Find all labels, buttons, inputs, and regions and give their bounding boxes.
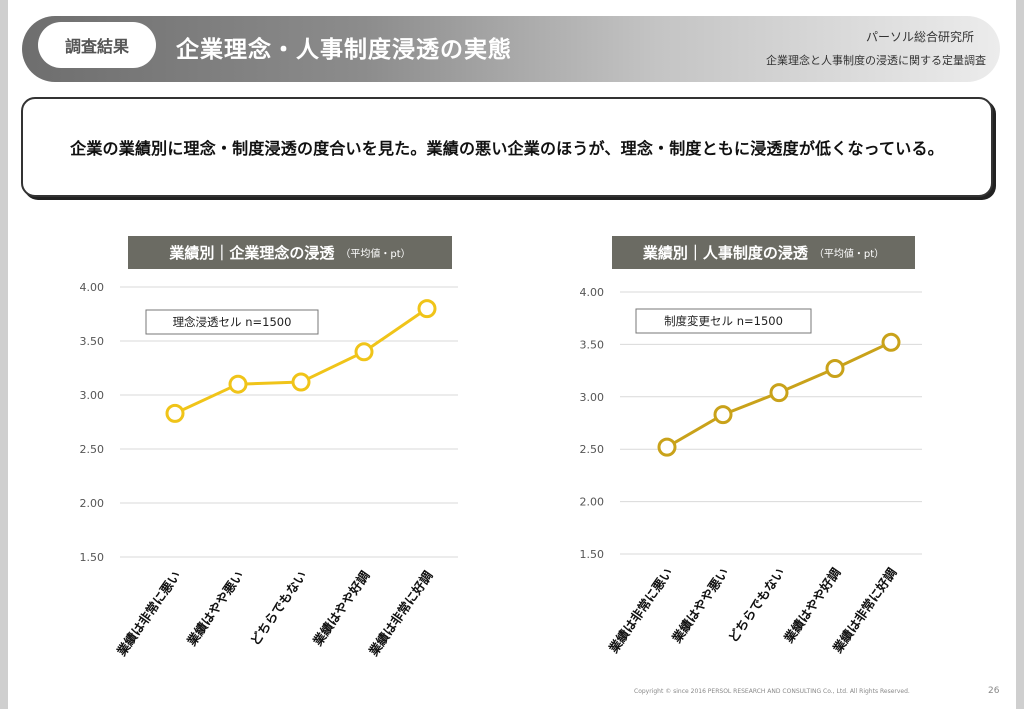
copyright: Copyright © since 2016 PERSOL RESEARCH A… <box>634 688 910 695</box>
organization-name: パーソル総合研究所 <box>865 30 974 44</box>
chart-unit: （平均値・pt） <box>340 249 411 260</box>
y-tick-label: 3.00 <box>580 391 605 404</box>
y-tick-label: 4.00 <box>580 286 605 299</box>
legend-label: 制度変更セル n=1500 <box>664 314 783 328</box>
section-tag: 調査結果 <box>38 22 156 68</box>
x-tick-label: 業績は非常に悪い <box>113 568 183 659</box>
legend-box <box>635 308 812 334</box>
slide-title: 企業理念・人事制度浸透の実態 <box>176 37 512 63</box>
data-point <box>354 342 374 362</box>
x-tick-label: どちらでもない <box>725 565 787 645</box>
chart-title: 業績別｜人事制度の浸透 <box>642 244 808 262</box>
study-name: 企業理念と人事制度の浸透に関する定量調査 <box>766 54 986 67</box>
chart-header-philosophy: 業績別｜企業理念の浸透 （平均値・pt） <box>128 236 452 269</box>
data-point <box>417 299 437 319</box>
chart-title: 業績別｜企業理念の浸透 <box>169 244 335 262</box>
chart-header-hr-system: 業績別｜人事制度の浸透 （平均値・pt） <box>612 236 915 269</box>
page-number: 26 <box>988 686 1000 696</box>
x-tick-label: 業績は非常に好調 <box>365 568 435 659</box>
data-point <box>165 403 185 423</box>
data-point <box>881 332 901 352</box>
legend-box <box>145 309 319 335</box>
slide: 調査結果 企業理念・人事制度浸透の実態 パーソル総合研究所 企業理念と人事制度の… <box>8 0 1016 709</box>
chart-unit: （平均値・pt） <box>813 249 885 260</box>
summary-text: 企業の業績別に理念・制度浸透の度合いを見た。業績の悪い企業のほうが、理念・制度と… <box>70 139 944 158</box>
x-tick-label: 業績はやや好調 <box>780 565 843 646</box>
y-tick-label: 4.00 <box>80 281 105 294</box>
x-tick-label: 業績はやや悪い <box>668 565 731 646</box>
y-tick-label: 2.50 <box>80 443 105 456</box>
chart-hr-system-penetration: 1.50 2.00 2.50 3.00 3.50 4.00 業績は非常に悪い業績はやや悪いど… <box>580 286 922 656</box>
header-bar <box>22 16 1000 82</box>
x-tick-label: 業績は非常に悪い <box>605 565 675 656</box>
data-point <box>657 437 677 457</box>
y-tick-label: 1.50 <box>580 548 605 561</box>
chart-philosophy-penetration: 1.50 2.00 2.50 3.00 3.50 4.00 業績は非常に悪い 業績はやや悪いど… <box>80 281 458 659</box>
y-tick-label: 2.00 <box>80 497 105 510</box>
y-tick-label: 3.00 <box>80 389 105 402</box>
y-tick-label: 3.50 <box>80 335 105 348</box>
x-tick-label: どちらでもない <box>247 568 309 648</box>
y-tick-label: 2.00 <box>580 496 605 509</box>
data-point <box>825 359 845 379</box>
x-tick-label: 業績はやや好調 <box>309 568 372 649</box>
data-point <box>713 405 733 425</box>
data-point <box>228 374 248 394</box>
y-tick-label: 1.50 <box>80 551 105 564</box>
legend-label: 理念浸透セル n=1500 <box>173 315 292 329</box>
y-tick-label: 2.50 <box>580 443 605 456</box>
y-tick-label: 3.50 <box>580 338 605 351</box>
data-point <box>769 383 789 403</box>
data-point <box>291 372 311 392</box>
summary-box: 企業の業績別に理念・制度浸透の度合いを見た。業績の悪い企業のほうが、理念・制度と… <box>21 97 993 197</box>
x-tick-label: 業績はやや悪い <box>183 568 246 649</box>
